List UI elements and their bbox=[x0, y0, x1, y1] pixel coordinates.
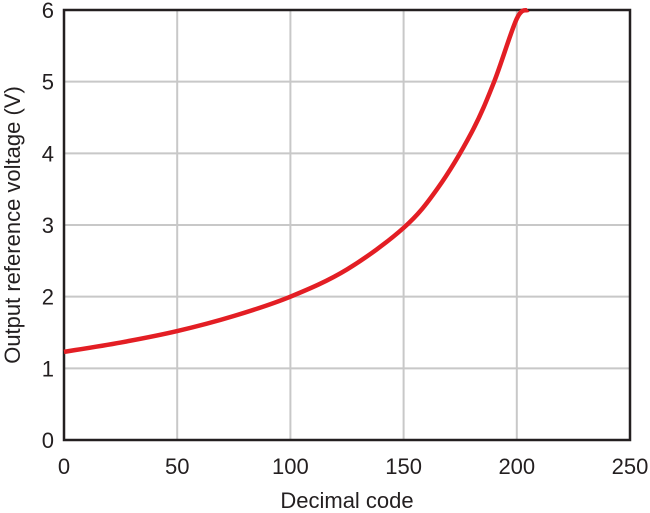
y-tick-label: 2 bbox=[42, 285, 54, 310]
x-tick-label: 50 bbox=[165, 454, 189, 479]
x-tick-label: 250 bbox=[612, 454, 649, 479]
series-group bbox=[63, 7, 530, 355]
y-tick-labels: 0 1 2 3 4 5 6 bbox=[42, 0, 54, 453]
grid bbox=[63, 9, 631, 441]
y-tick-label: 6 bbox=[42, 0, 54, 23]
x-axis-label: Decimal code bbox=[280, 488, 413, 513]
x-tick-label: 150 bbox=[385, 454, 422, 479]
y-tick-label: 5 bbox=[42, 70, 54, 95]
y-tick-label: 3 bbox=[42, 213, 54, 238]
y-axis-label: Output reference voltage (V) bbox=[0, 86, 25, 364]
x-tick-label: 100 bbox=[272, 454, 309, 479]
y-tick-label: 0 bbox=[42, 428, 54, 453]
y-tick-label: 4 bbox=[42, 141, 54, 166]
x-tick-label: 0 bbox=[58, 454, 70, 479]
x-tick-label: 200 bbox=[498, 454, 535, 479]
plot-frame bbox=[62, 8, 632, 442]
series-line bbox=[63, 7, 530, 355]
x-tick-labels: 0 50 100 150 200 250 bbox=[58, 454, 648, 479]
y-tick-label: 1 bbox=[42, 356, 54, 381]
